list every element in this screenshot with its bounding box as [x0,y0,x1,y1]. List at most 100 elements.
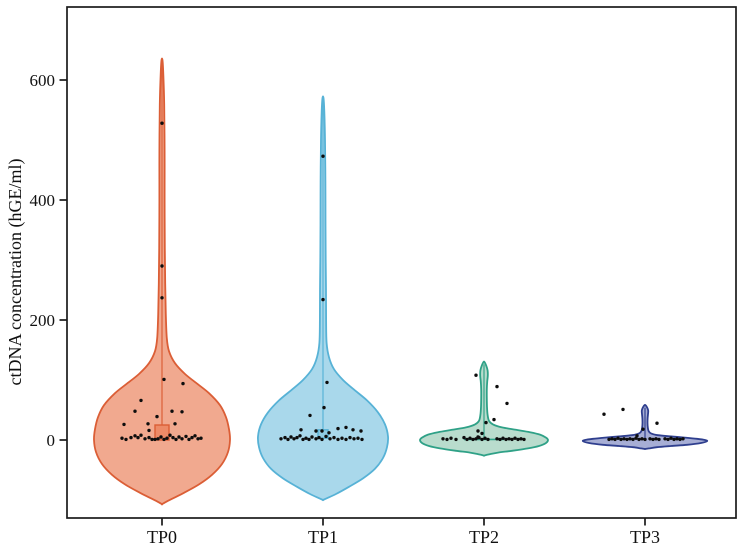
scatter-point [480,437,484,442]
scatter-point [150,437,154,442]
scatter-point [190,435,194,440]
scatter-point [483,436,487,440]
scatter-point [468,436,472,440]
scatter-point [462,435,466,440]
scatter-point [657,437,661,442]
scatter-point [504,437,508,442]
scatter-point [147,428,151,433]
scatter-point [666,437,670,442]
scatter-point [321,154,325,158]
scatter-point [640,437,644,441]
scatter-point [174,437,178,442]
scatter-point [181,381,185,386]
scatter-point [310,435,314,439]
scatter-point [295,435,299,440]
scatter-point [516,437,520,442]
scatter-point [193,434,197,438]
scatter-point [634,436,638,440]
scatter-point [156,437,160,441]
scatter-point [336,426,340,431]
scatter-point [619,437,623,442]
scatter-point [336,437,340,442]
scatter-point [492,417,496,422]
scatter-point [298,434,302,438]
scatter-point [681,437,685,441]
scatter-point [143,437,147,441]
scatter-point [320,429,324,433]
scatter-point [672,437,676,442]
scatter-point [304,436,308,440]
scatter-point [631,437,635,442]
scatter-point [622,437,626,441]
scatter-point [654,437,658,441]
scatter-point [641,427,645,431]
scatter-point [301,437,305,442]
scatter-point [314,429,318,433]
scatter-point [139,398,143,403]
scatter-point [147,435,151,440]
scatter-point [340,436,344,440]
scatter-point [477,435,481,440]
scatter-point [476,429,480,433]
scatter-point [454,437,458,442]
scatter-point [160,264,164,268]
scatter-point [199,436,203,440]
scatter-point [352,437,356,441]
scatter-point [120,436,124,440]
scatter-point [522,437,526,442]
scatter-point [160,121,164,125]
scatter-point [610,437,614,441]
scatter-point [286,437,290,442]
scatter-point [360,437,364,442]
scatter-point [344,437,348,442]
scatter-point [480,431,484,436]
scatter-point [513,436,517,440]
scatter-point [170,409,174,413]
scatter-point [124,437,128,442]
scatter-point [322,405,326,410]
scatter-point [501,436,505,440]
scatter-point [655,421,659,425]
scatter-point [602,412,606,416]
scatter-point [359,429,363,433]
scatter-point [171,435,175,440]
scatter-point [484,420,488,425]
scatter-point [314,437,318,441]
scatter-point [146,422,150,426]
scatter-point [173,422,177,426]
scatter-point [139,433,143,437]
scatter-point [449,436,453,440]
scatter-point [510,437,514,442]
scatter-point [292,437,296,441]
scatter-point [351,428,355,432]
x-tick-label-TP1: TP1 [308,527,338,547]
scatter-point [332,435,336,440]
scatter-point [160,296,164,300]
scatter-point [441,437,445,441]
scatter-point [607,437,611,442]
scatter-point [129,435,133,440]
y-tick-label: 200 [30,311,56,330]
scatter-point [344,425,348,430]
scatter-point [324,434,328,439]
scatter-point [356,436,360,440]
scatter-point [307,437,311,442]
iqr-box-TP0 [154,424,170,441]
scatter-point [519,437,523,441]
scatter-point [299,428,303,432]
scatter-point [663,437,667,441]
scatter-point [495,437,499,441]
scatter-point [625,437,629,442]
scatter-point [133,409,137,413]
scatter-point [159,435,163,439]
y-tick-label: 0 [47,431,56,450]
scatter-point [325,380,329,385]
scatter-point [616,436,620,440]
scatter-point [678,437,682,442]
scatter-point [177,435,181,439]
scatter-point [495,384,499,389]
scatter-point [165,436,169,440]
x-tick-label-TP0: TP0 [147,527,177,547]
